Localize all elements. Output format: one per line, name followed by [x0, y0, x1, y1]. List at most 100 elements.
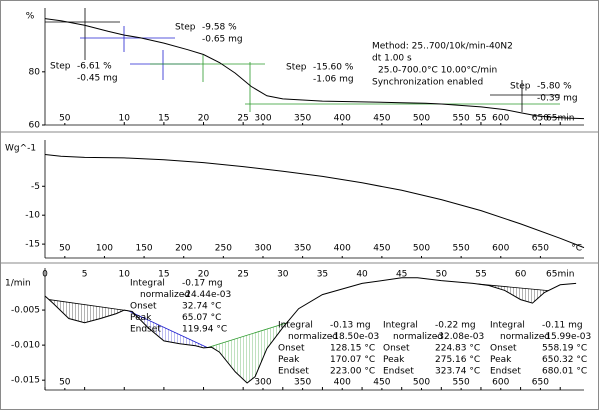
x-tick-label: 50: [436, 270, 448, 280]
integral-value: 224.83 °C: [435, 344, 480, 354]
step-percent: -6.61 %: [77, 62, 112, 72]
x2-unit: °C: [571, 244, 582, 254]
x2-tick-label: 500: [413, 114, 430, 124]
integral-label: Peak: [383, 355, 405, 365]
integral-value: 275.16 °C: [435, 355, 480, 365]
method-line: Synchronization enabled: [372, 78, 483, 88]
integral-value: -0.13 mg: [330, 321, 371, 331]
y-unit: %: [26, 12, 35, 22]
x2-tick-label: 550: [453, 114, 470, 124]
x2-tick-label: 350: [294, 244, 311, 254]
x2-tick-label: 250: [215, 244, 232, 254]
step-label: Step: [175, 23, 196, 33]
integration-baseline: [128, 310, 208, 348]
step-mass: -0.39 mg: [537, 94, 578, 104]
integral-label: Integral: [490, 321, 525, 331]
x2-tick-label: 300: [254, 244, 271, 254]
integral-value: 558.19 °C: [542, 344, 587, 354]
integral-label: Peak: [130, 313, 152, 323]
x-tick-label: 40: [356, 270, 368, 280]
y-tick-label: -0.010: [11, 341, 40, 351]
integral-value: -32.08e-03: [435, 332, 484, 342]
y-tick-label: -0.005: [11, 306, 40, 316]
curve: [44, 18, 585, 120]
integral-label: Onset: [490, 344, 517, 354]
y-unit: 1/min: [5, 279, 31, 289]
curve: [44, 277, 577, 384]
x2-tick-label: 50: [59, 114, 71, 124]
x2-tick-label: 550: [453, 244, 470, 254]
step-percent: -15.60 %: [313, 63, 354, 73]
y-tick-label: -10: [25, 211, 40, 221]
x2-tick-label: 150: [135, 244, 152, 254]
x-tick-label: 65min: [546, 270, 574, 280]
integration-area: [48, 299, 129, 323]
x-tick-label: 15: [158, 114, 169, 124]
y-tick-label: 80: [29, 67, 41, 77]
x2-tick-label: 350: [294, 378, 311, 388]
method-line: dt 1.00 s: [372, 54, 412, 64]
x2-tick-label: 400: [334, 244, 351, 254]
x2-tick-label: 100: [96, 244, 113, 254]
x-tick-label: 20: [198, 270, 210, 280]
method-line: Method: 25..700/10k/min-40N2: [372, 42, 513, 52]
x-tick-label: 60: [515, 270, 527, 280]
x2-tick-label: 450: [373, 114, 390, 124]
integral-value: 65.07 °C: [182, 313, 221, 323]
x2-tick-label: 600: [492, 378, 509, 388]
step-percent: -5.80 %: [537, 82, 572, 92]
integral-label: Endset: [490, 367, 521, 377]
integration-baseline: [207, 322, 287, 348]
integral-label: Endset: [130, 325, 161, 335]
curve: [44, 154, 585, 249]
x-tick-label: 45: [396, 270, 407, 280]
integral-label: Peak: [278, 355, 300, 365]
x-tick-label: 35: [317, 270, 328, 280]
integral-label: normalized: [140, 290, 190, 300]
integral-value: 128.15 °C: [330, 344, 375, 354]
step-percent: -9.58 %: [202, 23, 237, 33]
integral-value: 170.07 °C: [330, 355, 375, 365]
y-tick-label: 60: [29, 121, 41, 131]
x2-tick-label: 450: [373, 378, 390, 388]
y-tick-label: -15: [25, 240, 40, 250]
integration-baseline: [48, 299, 129, 312]
integral-value: 223.00 °C: [330, 367, 375, 377]
y-tick-label: -0.015: [11, 376, 40, 386]
integral-value: -0.22 mg: [435, 321, 476, 331]
integral-label: normalized: [393, 332, 443, 342]
x2-tick-label: 400: [334, 378, 351, 388]
integral-label: Onset: [278, 344, 305, 354]
x-tick-label: 10: [119, 270, 131, 280]
step-mass: -0.45 mg: [77, 74, 118, 84]
x2-tick-label: 450: [373, 244, 390, 254]
integral-value: -18.50e-03: [330, 332, 379, 342]
method-line: 25.0-700.0°C 10.00°C/min: [378, 66, 497, 76]
x-tick-label: 10: [119, 114, 131, 124]
x2-tick-label: 600: [492, 244, 509, 254]
x-tick-label: 20: [198, 114, 210, 124]
integration-area: [476, 283, 549, 304]
x2-tick-label: 500: [413, 244, 430, 254]
x2-tick-label: 650: [532, 244, 549, 254]
integral-label: Integral: [278, 321, 313, 331]
x-tick-label: 15: [158, 270, 169, 280]
step-label: Step: [510, 82, 531, 92]
x-tick-label: 0: [42, 270, 48, 280]
integral-value: -15.99e-03: [542, 332, 591, 342]
x2-tick-label: 650: [532, 114, 549, 124]
integral-label: normalized: [288, 332, 338, 342]
integral-label: Integral: [383, 321, 418, 331]
x-tick-label: 55: [475, 270, 486, 280]
integral-value: 32.74 °C: [182, 302, 221, 312]
x2-tick-label: 500: [413, 378, 430, 388]
integral-value: -0.17 mg: [182, 279, 223, 289]
x2-tick-label: 600: [492, 114, 509, 124]
integral-value: 119.94 °C: [182, 325, 227, 335]
x2-tick-label: 550: [453, 378, 470, 388]
step-mass: -1.06 mg: [313, 75, 354, 85]
x-tick-label: 25: [237, 270, 248, 280]
integral-label: Onset: [130, 302, 157, 312]
